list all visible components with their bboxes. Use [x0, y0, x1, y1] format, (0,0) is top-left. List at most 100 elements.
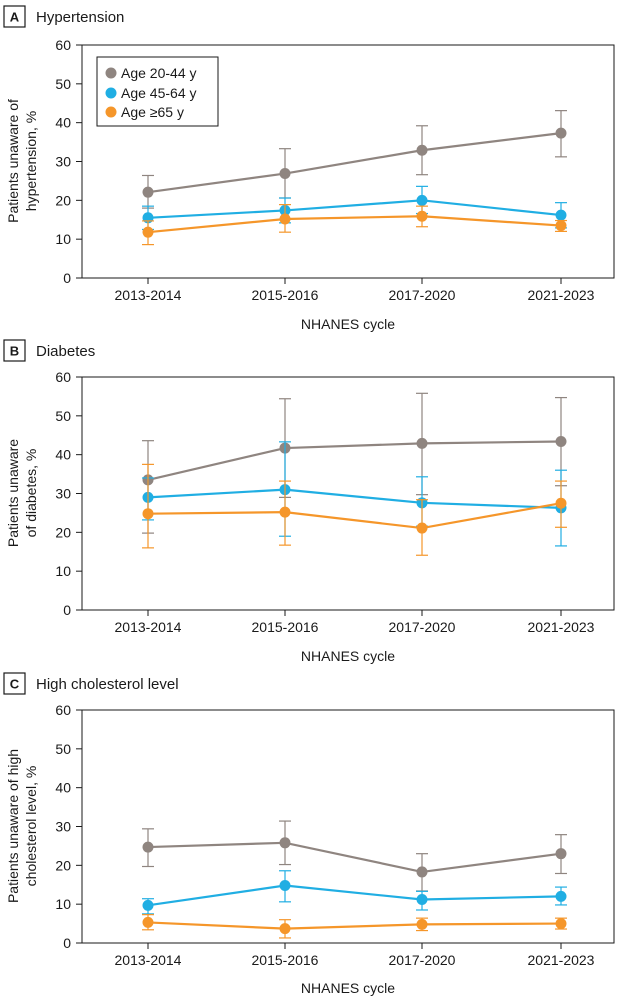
panel-b: B Diabetes Patients unaware of diabetes,…: [3, 339, 615, 664]
data-point: [142, 916, 154, 928]
x-axis-label: NHANES cycle: [301, 316, 395, 332]
y-tick-label: 60: [55, 37, 71, 53]
plot-frame: [81, 709, 615, 944]
data-point: [279, 168, 291, 180]
y-tick-label: 50: [55, 76, 71, 92]
data-point: [555, 435, 567, 447]
data-point: [555, 220, 567, 232]
data-point: [416, 210, 428, 222]
series-age-ge65-y: [142, 204, 567, 246]
y-tick-label: 40: [55, 780, 71, 796]
panel-c: C High cholesterol level Patients unawar…: [3, 672, 615, 996]
y-tick-label: 10: [55, 896, 71, 912]
plot-area: 0 10 20 30 40 50 60 2013-2014 2015-2016 2017-2020…: [55, 369, 594, 635]
y-tick-label: 40: [55, 115, 71, 131]
data-point: [416, 894, 428, 906]
data-point: [555, 890, 567, 902]
y-tick-label: 30: [55, 819, 71, 835]
x-tick-label: 2013-2014: [115, 952, 182, 968]
data-point: [279, 923, 291, 935]
series-age-45-64-y: [142, 870, 567, 915]
data-point: [555, 127, 567, 139]
legend-box: [96, 56, 219, 127]
x-tick-label: 2013-2014: [115, 619, 182, 635]
y-tick-label: 40: [55, 447, 71, 463]
data-point: [142, 841, 154, 853]
legend-marker-age-45-64: [105, 87, 117, 99]
y-tick-label: 0: [63, 935, 71, 951]
x-tick-label: 2015-2016: [252, 287, 319, 303]
x-tick-label: 2013-2014: [115, 287, 182, 303]
legend-marker-age-65-plus: [105, 106, 117, 118]
series-line: [147, 921, 562, 930]
panel-letter: C: [10, 677, 20, 692]
panel-a: A Hypertension Patients unaware of hyper…: [3, 5, 615, 332]
x-tick-label: 2021-2023: [528, 287, 595, 303]
plot-frame: [81, 376, 615, 611]
panel-letter: B: [10, 344, 19, 359]
data-point: [555, 848, 567, 860]
y-tick-label: 0: [63, 602, 71, 618]
y-tick-label: 50: [55, 741, 71, 757]
y-tick-label: 60: [55, 702, 71, 718]
data-point: [142, 226, 154, 238]
x-tick-label: 2015-2016: [252, 952, 319, 968]
series-age-45-64-y: [142, 441, 567, 547]
series-age-ge65-y: [142, 463, 567, 556]
y-tick-label: 20: [55, 524, 71, 540]
x-axis-label: NHANES cycle: [301, 980, 395, 996]
series-age-ge65-y: [142, 914, 567, 939]
legend-label-age-20-44: Age 20-44 y: [121, 65, 197, 81]
x-tick-label: 2021-2023: [528, 952, 595, 968]
series-age-45-64-y: [142, 185, 567, 231]
legend-marker-age-20-44: [105, 67, 117, 79]
y-tick-label: 20: [55, 192, 71, 208]
y-tick-label: 50: [55, 408, 71, 424]
data-point: [555, 209, 567, 221]
data-point: [142, 899, 154, 911]
panel-letter-box: [3, 339, 26, 362]
data-point: [416, 194, 428, 206]
data-point: [279, 880, 291, 892]
y-tick-label: 60: [55, 369, 71, 385]
series-line: [147, 440, 562, 481]
y-axis-label-line-2: hypertension, %: [23, 111, 39, 211]
data-point: [555, 497, 567, 509]
y-tick-label: 20: [55, 857, 71, 873]
series-age-20-44-y: [142, 820, 567, 892]
plot-area: 0 10 20 30 40 50 60 2013-2014 2015-2016 2017-2020…: [55, 702, 594, 968]
series-line: [147, 215, 562, 234]
x-tick-label: 2017-2020: [389, 952, 456, 968]
data-point: [142, 186, 154, 198]
legend-label-age-65-plus: Age ≥65 y: [121, 104, 184, 120]
panel-title: Diabetes: [36, 343, 95, 360]
x-tick-label: 2021-2023: [528, 619, 595, 635]
plot-area: 0 10 20 30 40 50 60 2013-2014 2015-2016 2017-2020…: [55, 37, 594, 303]
x-tick-label: 2015-2016: [252, 619, 319, 635]
data-point: [279, 837, 291, 849]
x-tick-label: 2017-2020: [389, 287, 456, 303]
y-axis-label-line-1: Patients unaware of: [5, 99, 21, 223]
y-tick-label: 30: [55, 154, 71, 170]
panel-title: High cholesterol level: [36, 676, 179, 693]
y-tick-label: 0: [63, 270, 71, 286]
series-line: [147, 132, 562, 194]
data-point: [416, 144, 428, 156]
y-axis-label-line-1: Patients unaware: [5, 439, 21, 547]
series-line: [147, 199, 562, 219]
data-point: [279, 506, 291, 518]
y-tick-label: 10: [55, 563, 71, 579]
panel-letter-box: [3, 5, 26, 28]
x-tick-label: 2017-2020: [389, 619, 456, 635]
data-point: [416, 437, 428, 449]
data-point: [142, 508, 154, 520]
series-line: [147, 502, 562, 530]
y-tick-label: 10: [55, 231, 71, 247]
y-axis-label-line-2: of diabetes, %: [23, 449, 39, 538]
data-point: [555, 918, 567, 930]
y-tick-label: 30: [55, 486, 71, 502]
legend-label-age-45-64: Age 45-64 y: [121, 85, 197, 101]
legend: Age 20-44 y Age 45-64 y Age ≥65 y: [96, 56, 219, 127]
data-point: [279, 213, 291, 225]
